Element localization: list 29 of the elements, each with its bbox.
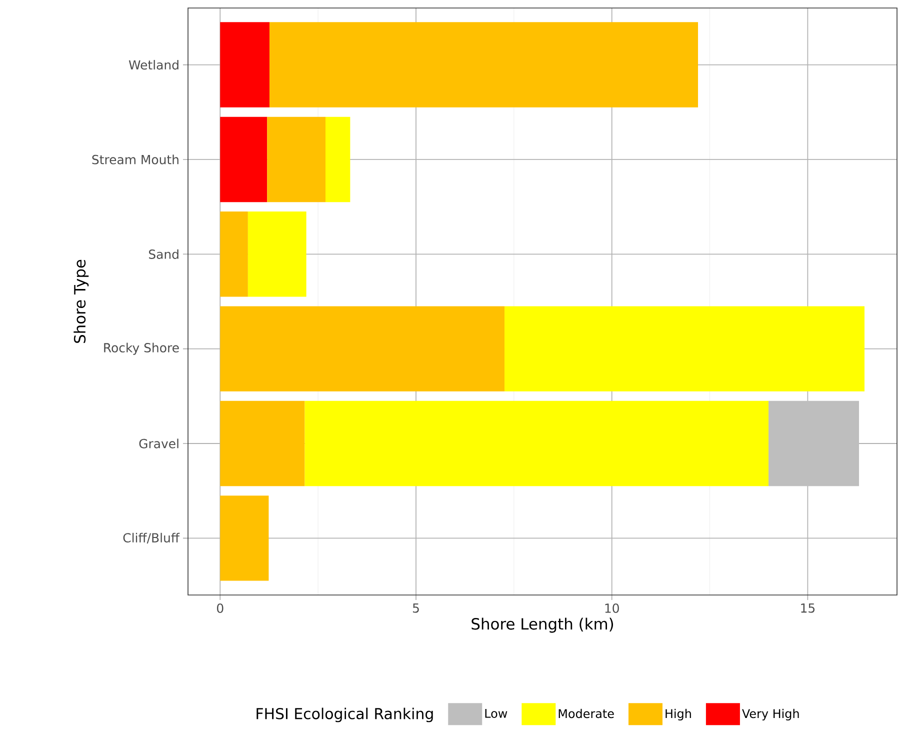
- legend-label: Low: [485, 709, 508, 718]
- legend-label: Moderate: [558, 708, 614, 718]
- x-tick-label: 0: [216, 603, 224, 613]
- bar: [220, 400, 305, 486]
- legend-title: FHSI Ecological Ranking: [256, 708, 433, 722]
- y-tick-label: Wetland: [128, 60, 178, 70]
- legend-label: Very High: [742, 708, 799, 720]
- bar: [326, 116, 350, 202]
- y-tick-label: Cliff/Bluff: [123, 532, 180, 544]
- bar: [248, 212, 306, 297]
- x-tick-label: 15: [801, 604, 815, 613]
- x-axis-title: Shore Length (km): [472, 618, 614, 633]
- bar: [220, 116, 268, 202]
- x-tick-label: 10: [605, 603, 619, 613]
- bar: [267, 116, 326, 202]
- bar: [220, 306, 505, 392]
- bar: [220, 212, 248, 297]
- x-tick-label: 5: [412, 604, 419, 613]
- y-tick-label: Gravel: [139, 438, 178, 448]
- y-tick-label: Sand: [148, 249, 178, 259]
- y-tick-label: Stream Mouth: [92, 154, 178, 164]
- bar: [269, 22, 698, 108]
- y-axis-title: Shore Type: [74, 260, 89, 343]
- legend-label: High: [666, 708, 691, 720]
- bar: [220, 22, 270, 108]
- bar: [504, 306, 864, 392]
- bar: [304, 400, 769, 486]
- bar: [220, 496, 269, 581]
- y-tick-label: Rocky Shore: [104, 342, 179, 355]
